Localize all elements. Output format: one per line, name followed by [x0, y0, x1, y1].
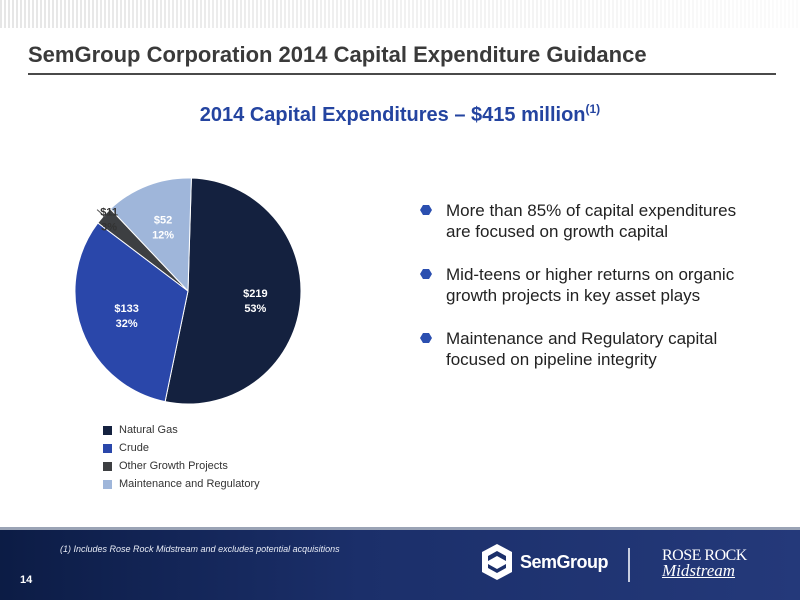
pie-slice-maintenance-and-regulatory: [109, 177, 192, 293]
rose-rock-logo-line1: ROSE ROCK: [662, 547, 747, 564]
semgroup-logo-text: SemGroup: [520, 551, 609, 572]
bullet-item: More than 85% of capital expenditures ar…: [420, 200, 760, 242]
page-title: SemGroup Corporation 2014 Capital Expend…: [28, 42, 647, 67]
legend-swatch: [103, 461, 112, 471]
title-divider: [28, 73, 776, 75]
legend-item-other-growth: Other Growth Projects: [103, 457, 260, 475]
pie-percent-label: 53%: [244, 303, 266, 315]
legend-label: Crude: [119, 442, 149, 454]
legend-swatch: [103, 443, 112, 453]
bullet-text: Mid-teens or higher returns on organic g…: [446, 265, 735, 305]
leader-line: [96, 209, 106, 218]
pie-value-label: $133: [114, 303, 138, 315]
legend-label: Natural Gas: [119, 424, 178, 436]
pie-slice-natural-gas: [164, 177, 302, 405]
footnote: (1) Includes Rose Rock Midstream and exc…: [60, 544, 340, 554]
rose-rock-logo-line2: Midstream: [662, 561, 736, 580]
logo-divider: [628, 548, 630, 582]
hexagon-bullet-icon: [420, 333, 432, 343]
pie-percent-label: 12%: [152, 230, 174, 242]
bullet-text: More than 85% of capital expenditures ar…: [446, 201, 737, 241]
hexagon-bullet-icon: [420, 205, 432, 215]
chart-title-text: 2014 Capital Expenditures – $415 million: [199, 104, 586, 126]
pie-value-label: $219: [243, 288, 267, 300]
chart-legend: Natural Gas Crude Other Growth Projects …: [103, 421, 260, 493]
legend-item-maintenance: Maintenance and Regulatory: [103, 475, 260, 493]
pie-slice-crude: [74, 222, 189, 403]
bullet-text: Maintenance and Regulatory capital focus…: [446, 329, 718, 369]
legend-swatch: [103, 425, 112, 435]
semgroup-logo-icon: [482, 544, 512, 580]
legend-item-natural-gas: Natural Gas: [103, 421, 260, 439]
page-number: 14: [20, 574, 33, 586]
header-stripe: [0, 0, 800, 28]
footer: (1) Includes Rose Rock Midstream and exc…: [0, 530, 800, 600]
chart-title-superscript: (1): [585, 102, 601, 116]
legend-swatch: [103, 479, 112, 489]
bullet-item: Mid-teens or higher returns on organic g…: [420, 264, 760, 306]
pie-percent-label: 32%: [116, 318, 138, 330]
footer-divider: [0, 527, 800, 530]
pie-slices: [74, 177, 302, 405]
legend-label: Other Growth Projects: [119, 460, 228, 472]
pie-value-label: $52: [154, 215, 172, 227]
bullet-item: Maintenance and Regulatory capital focus…: [420, 328, 760, 370]
pie-value-label: $11: [100, 207, 118, 219]
pie-percent-label: 3%: [101, 222, 117, 234]
bullet-list: More than 85% of capital expenditures ar…: [420, 200, 760, 392]
legend-label: Maintenance and Regulatory: [119, 478, 260, 490]
hexagon-bullet-icon: [420, 269, 432, 279]
pie-labels: $219 53% $133 32% $11 3% $52 12%: [96, 207, 268, 330]
legend-item-crude: Crude: [103, 439, 260, 457]
pie-chart: $219 53% $133 32% $11 3% $52 12%: [74, 177, 302, 405]
semgroup-logo: SemGroup: [478, 542, 609, 582]
rose-rock-logo: ROSE ROCK Midstream: [662, 547, 747, 580]
chart-title: 2014 Capital Expenditures – $415 million…: [0, 102, 800, 127]
